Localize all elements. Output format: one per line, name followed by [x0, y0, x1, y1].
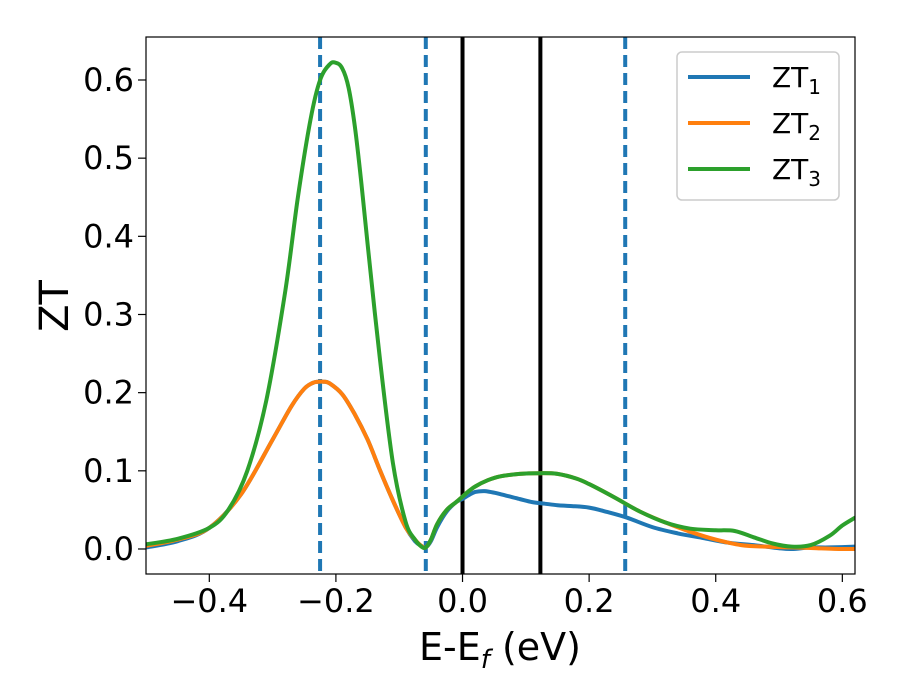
y-axis-label: ZT [32, 280, 78, 332]
x-tick-label: 0.2 [564, 582, 615, 620]
series-lines [146, 60, 855, 552]
plot-frame [145, 36, 856, 575]
y-axis-ticks: 0.0 0.1 0.2 0.3 0.4 0.5 0.6 [83, 61, 146, 568]
legend-label-zt2: ZT2 [772, 107, 821, 145]
y-tick-label: 0.0 [83, 530, 134, 568]
y-tick-label: 0.6 [83, 61, 134, 99]
y-tick-label: 0.4 [83, 217, 134, 255]
x-tick-label: 0.4 [690, 582, 741, 620]
legend-box [676, 51, 840, 201]
reference-lines [318, 37, 628, 574]
x-axis-ticks: −0.4 −0.2 0.0 0.2 0.4 0.6 [170, 574, 868, 620]
y-tick-label: 0.2 [83, 374, 134, 412]
y-tick-label: 0.5 [83, 139, 134, 177]
x-tick-label: −0.4 [170, 582, 248, 620]
x-axis-label: E-Ef (eV) [419, 625, 581, 675]
x-tick-label: 0.0 [437, 582, 488, 620]
legend-label-zt1: ZT1 [772, 61, 821, 99]
legend: ZT1 ZT2 ZT3 [676, 51, 840, 201]
series-line-zt3 [146, 60, 855, 551]
x-tick-label: 0.6 [817, 582, 868, 620]
x-tick-label: −0.2 [297, 582, 375, 620]
legend-label-zt3: ZT3 [772, 153, 821, 191]
y-tick-label: 0.1 [83, 452, 134, 490]
y-tick-label: 0.3 [83, 295, 134, 333]
